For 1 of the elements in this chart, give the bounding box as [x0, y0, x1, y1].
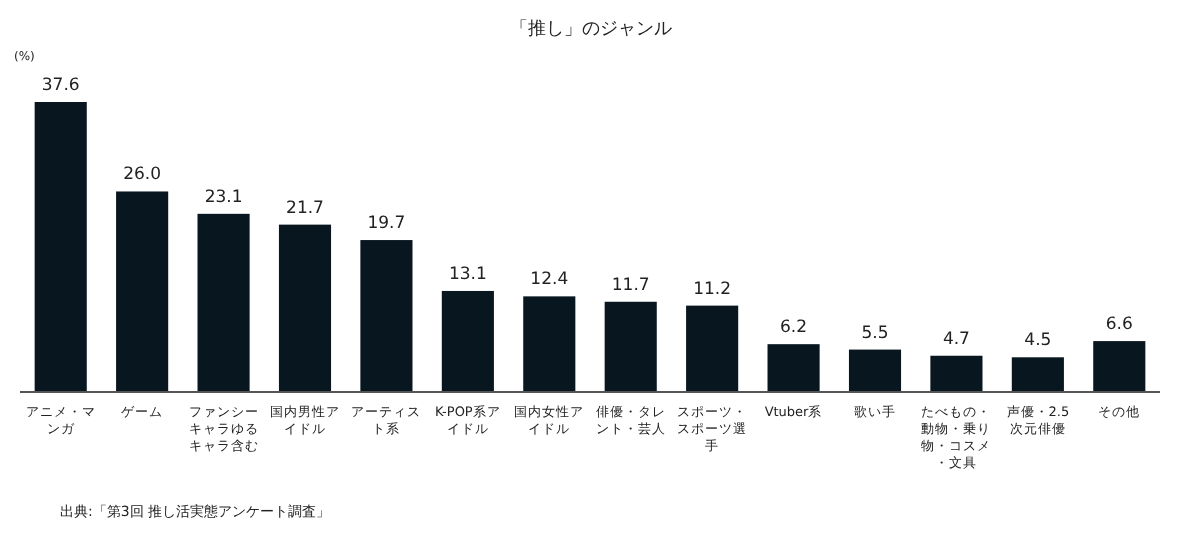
title: 「推し」のジャンル: [510, 20, 672, 40]
